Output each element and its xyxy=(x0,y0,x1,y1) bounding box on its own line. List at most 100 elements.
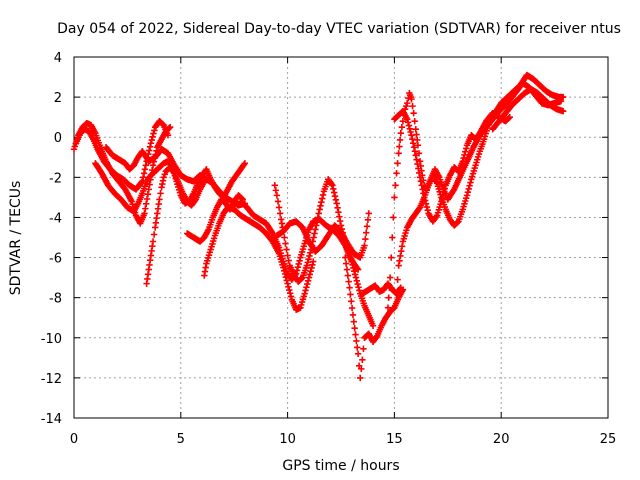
data-point xyxy=(467,179,474,186)
data-point xyxy=(146,143,154,151)
data-point xyxy=(147,140,155,147)
data-point xyxy=(394,276,401,283)
data-point xyxy=(386,284,393,291)
data-point xyxy=(330,189,338,196)
data-point xyxy=(352,274,360,281)
data-point xyxy=(284,252,291,259)
data-point xyxy=(149,133,156,141)
data-point xyxy=(313,222,320,229)
data-point xyxy=(390,214,397,221)
data-point xyxy=(150,231,158,238)
data-point xyxy=(393,170,400,177)
data-point xyxy=(394,160,401,167)
data-point xyxy=(281,234,288,241)
x-axis-label: GPS time / hours xyxy=(282,458,399,474)
data-point xyxy=(328,180,335,188)
series-arc-15 xyxy=(393,71,567,297)
data-point xyxy=(354,265,361,272)
data-point xyxy=(386,274,394,281)
data-point xyxy=(141,166,149,173)
data-point xyxy=(353,277,361,285)
data-point xyxy=(298,275,305,282)
data-point xyxy=(462,148,469,155)
data-point xyxy=(146,181,153,188)
data-point xyxy=(305,255,312,263)
data-point xyxy=(306,252,313,260)
data-point xyxy=(335,209,342,216)
data-point xyxy=(406,125,413,132)
data-point xyxy=(150,130,157,137)
data-point xyxy=(398,243,406,250)
data-point xyxy=(333,200,340,207)
data-point xyxy=(309,238,317,245)
data-point xyxy=(347,291,354,298)
tick-labels: 0 5 10 15 20 25 -14 -12 -10 -8 -6 -4 -2 0 2 4 xyxy=(41,51,617,447)
data-point xyxy=(336,217,344,225)
data-point xyxy=(399,117,407,125)
data-point xyxy=(273,192,281,199)
data-point xyxy=(160,174,167,181)
y-tick-label: -10 xyxy=(41,332,62,347)
data-series xyxy=(70,71,567,382)
x-tick-label: 25 xyxy=(600,432,617,447)
data-point xyxy=(240,161,248,168)
data-point xyxy=(363,229,370,236)
data-point xyxy=(332,196,340,203)
data-point xyxy=(143,195,151,203)
data-point xyxy=(369,322,377,329)
series-arc-16 xyxy=(489,85,567,133)
x-tick-label: 15 xyxy=(386,432,403,447)
data-point xyxy=(354,344,361,351)
data-point xyxy=(341,236,348,244)
data-point xyxy=(142,205,149,212)
data-point xyxy=(304,277,312,285)
data-point xyxy=(343,266,351,273)
data-point xyxy=(307,246,315,253)
data-point xyxy=(354,280,361,288)
series-arc-11 xyxy=(342,254,407,382)
plot-frame xyxy=(73,56,609,419)
data-point xyxy=(395,262,402,269)
data-point xyxy=(286,286,293,294)
data-point xyxy=(272,187,280,194)
data-point xyxy=(312,226,319,233)
data-point xyxy=(307,267,314,275)
data-point xyxy=(315,210,322,217)
data-point xyxy=(329,182,336,189)
data-point xyxy=(396,143,403,150)
data-point xyxy=(148,136,155,144)
data-point xyxy=(142,200,150,208)
data-point xyxy=(466,182,473,189)
data-point xyxy=(276,210,284,217)
data-point xyxy=(419,186,426,193)
data-point xyxy=(505,114,513,122)
data-point xyxy=(412,126,419,133)
data-point xyxy=(307,249,314,256)
data-point xyxy=(286,290,294,297)
data-point xyxy=(408,95,415,103)
data-point xyxy=(414,142,422,149)
y-tick-label: -8 xyxy=(49,292,62,307)
data-point xyxy=(424,207,431,214)
data-point xyxy=(191,197,199,204)
data-point xyxy=(391,194,398,201)
data-point xyxy=(156,196,163,203)
data-point xyxy=(285,283,292,291)
series-arc-9 xyxy=(273,210,372,261)
data-point xyxy=(170,168,177,176)
data-point xyxy=(404,119,412,126)
data-point xyxy=(357,374,364,382)
data-point xyxy=(356,287,363,294)
y-tick-label: -6 xyxy=(49,252,62,267)
data-point xyxy=(330,185,337,193)
data-point xyxy=(337,222,345,229)
data-point xyxy=(348,298,355,305)
data-point xyxy=(396,136,404,144)
data-point xyxy=(304,280,311,288)
data-point xyxy=(416,174,424,181)
data-point xyxy=(361,242,368,249)
data-point xyxy=(464,188,472,196)
data-point xyxy=(351,271,359,278)
data-point xyxy=(161,171,168,178)
